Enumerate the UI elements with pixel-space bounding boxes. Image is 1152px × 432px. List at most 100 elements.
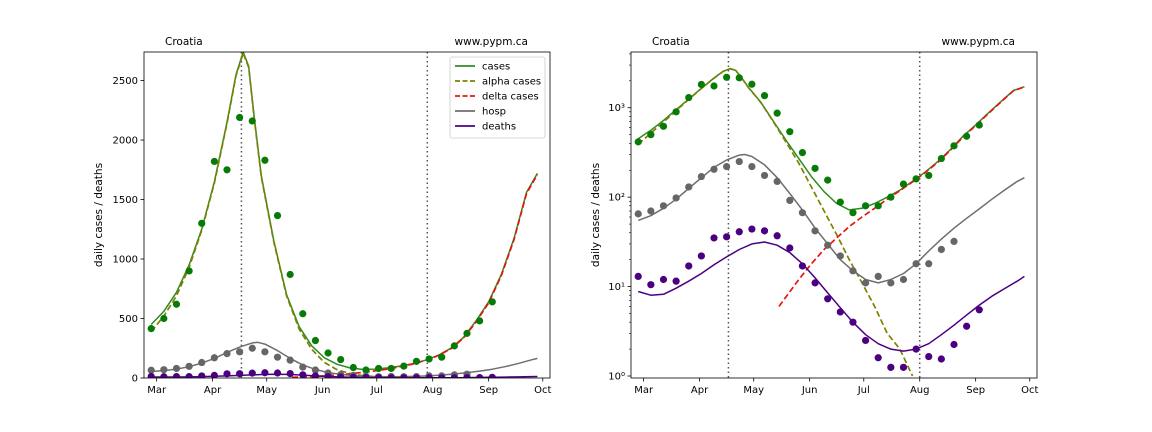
point-hosp (261, 348, 269, 356)
line-alpha-cases (150, 52, 439, 378)
point-deaths (488, 373, 496, 378)
point-deaths (374, 374, 383, 378)
point-hosp (185, 362, 193, 370)
legend-entry: deaths (482, 122, 516, 133)
y-tick-label: 10² (608, 193, 625, 204)
point-deaths (786, 244, 794, 252)
point-deaths (836, 308, 844, 316)
point-hosp (248, 344, 256, 352)
x-tick-label: Jul (370, 385, 383, 396)
x-tick-label: Aug (910, 385, 930, 396)
point-hosp (311, 366, 320, 374)
point-hosp (659, 202, 668, 210)
point-cases (773, 109, 781, 117)
point-cases (975, 121, 983, 129)
plot-area (147, 52, 539, 378)
point-cases (836, 198, 844, 206)
point-cases (710, 82, 718, 90)
point-cases (172, 300, 181, 308)
x-tick-label: May (256, 385, 277, 396)
title-right: www.pypm.ca (942, 36, 1015, 48)
x-tick-label: Aug (423, 385, 443, 396)
legend-box (449, 56, 546, 139)
point-deaths (261, 369, 269, 377)
point-hosp (723, 162, 731, 171)
point-cases (160, 314, 168, 323)
point-cases (412, 357, 421, 365)
point-deaths (400, 374, 408, 378)
y-tick-label: 10¹ (608, 282, 625, 293)
point-deaths (723, 233, 731, 241)
point-cases (685, 93, 693, 102)
point-cases (311, 336, 320, 345)
point-hosp (849, 267, 857, 275)
point-hosp (210, 354, 218, 362)
point-cases (887, 193, 895, 201)
point-hosp (160, 366, 168, 374)
point-cases (786, 128, 794, 136)
x-tick-label: Jun (314, 385, 331, 396)
point-deaths (311, 372, 320, 378)
point-deaths (963, 322, 971, 330)
point-cases (324, 349, 332, 357)
y-tick-label: 10⁰ (608, 372, 625, 383)
axes-frame (630, 51, 1038, 379)
point-cases (963, 132, 971, 140)
point-deaths (811, 279, 819, 287)
x-tick-label: Apr (691, 385, 709, 396)
point-hosp (672, 194, 680, 202)
legend-entry: alpha cases (482, 77, 541, 88)
x-tick-label: Sep (966, 385, 985, 396)
y-tick-label: 1000 (113, 255, 138, 266)
legend: cases alpha cases delta cases hosp deaths (449, 56, 546, 139)
point-deaths (659, 275, 668, 284)
point-deaths (634, 272, 642, 280)
left-panel: Croatia www.pypm.ca daily cases / deaths 0 5… (93, 36, 552, 396)
legend-entry: delta cases (482, 92, 539, 103)
x-tick-label: Jul (857, 385, 870, 396)
point-cases (912, 175, 920, 183)
point-cases (425, 355, 433, 363)
point-hosp (223, 350, 231, 358)
y-axis-label: daily cases / deaths (93, 163, 105, 267)
x-tick-label: Jun (801, 385, 818, 396)
point-cases (236, 113, 244, 122)
point-cases (261, 156, 269, 164)
point-cases (349, 363, 357, 372)
point-hosp (198, 358, 206, 367)
point-hosp (286, 356, 294, 364)
point-cases (874, 202, 882, 210)
point-deaths (887, 363, 895, 371)
point-deaths (223, 370, 231, 378)
line-delta-cases (291, 174, 539, 378)
point-deaths (337, 373, 345, 378)
point-cases (925, 171, 933, 180)
point-hosp (273, 353, 282, 361)
point-cases (210, 157, 218, 166)
point-deaths (773, 232, 781, 240)
point-cases (273, 211, 282, 220)
point-deaths (236, 370, 244, 378)
x-tick-label: Apr (204, 385, 222, 396)
point-deaths (438, 374, 446, 378)
point-deaths (760, 227, 769, 235)
axes-frame (143, 51, 551, 379)
point-hosp (748, 162, 756, 171)
point-deaths (185, 373, 193, 378)
point-cases (861, 202, 870, 210)
point-cases (387, 364, 395, 373)
legend-entry: hosp (482, 107, 506, 118)
point-cases (463, 329, 471, 337)
title-left: Croatia (165, 36, 203, 48)
point-hosp (811, 227, 819, 235)
point-cases (849, 209, 857, 217)
point-deaths (387, 374, 395, 378)
point-deaths (248, 369, 256, 377)
point-deaths (685, 262, 693, 270)
point-cases (286, 270, 294, 279)
point-deaths (198, 372, 206, 378)
point-cases (374, 364, 383, 373)
point-hosp (147, 366, 155, 374)
point-hosp (299, 363, 307, 371)
point-hosp (824, 241, 832, 249)
